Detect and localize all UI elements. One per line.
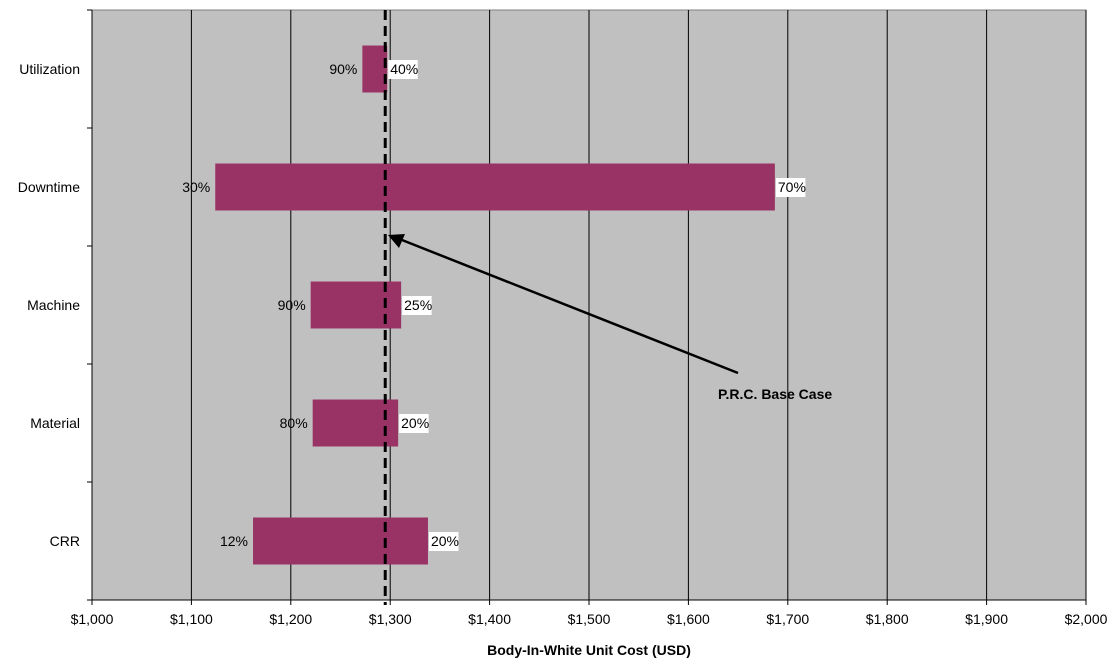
y-category-label: Downtime <box>18 179 80 195</box>
axes <box>87 9 1087 605</box>
bar-high-label-background <box>388 60 418 79</box>
y-category-label: Machine <box>27 297 80 313</box>
bar-high-label: 70% <box>778 179 806 195</box>
bar-low-label: 90% <box>329 61 357 77</box>
bar-utilization <box>362 45 388 93</box>
bar-high-label-background <box>428 532 459 551</box>
x-tick-label: $1,800 <box>866 611 909 627</box>
y-category-label: Utilization <box>19 61 80 77</box>
bar-high-label-background <box>402 296 432 315</box>
annotation-arrow-line <box>401 238 739 375</box>
x-tick-label: $1,100 <box>170 611 213 627</box>
bar-labels: 90% 40% 30% 70% 90% 25% 80% 20% 12% 20% <box>182 60 806 551</box>
bar-machine <box>310 281 402 329</box>
bar-low-label: 90% <box>278 297 306 313</box>
bar-high-label-background <box>399 414 429 433</box>
bar-high-label: 20% <box>431 533 459 549</box>
x-tick-label: $1,600 <box>667 611 710 627</box>
base-case-annotation: P.R.C. Base Case <box>383 10 832 605</box>
bar-low-label: 12% <box>220 533 248 549</box>
bars <box>215 45 775 565</box>
x-tick-label: $2,000 <box>1065 611 1108 627</box>
x-tick-label: $1,900 <box>965 611 1008 627</box>
x-axis-title: Body-In-White Unit Cost (USD) <box>487 642 691 658</box>
x-tick-label: $1,300 <box>369 611 412 627</box>
x-tick-label: $1,500 <box>568 611 611 627</box>
x-tick-label: $1,700 <box>766 611 809 627</box>
bar-high-label: 20% <box>401 415 429 431</box>
x-tick-label: $1,000 <box>71 611 114 627</box>
tick-labels: $1,000 $1,100 $1,200 $1,300 $1,400 $1,500 $1,6… <box>18 61 1108 627</box>
bar-downtime <box>215 163 775 211</box>
bar-high-label: 40% <box>390 61 418 77</box>
bar-material <box>312 399 399 447</box>
y-category-label: CRR <box>50 533 80 549</box>
x-tick-label: $1,400 <box>468 611 511 627</box>
bar-high-label: 25% <box>404 297 432 313</box>
y-category-label: Material <box>30 415 80 431</box>
bar-low-label: 30% <box>182 179 210 195</box>
bar-low-label: 80% <box>280 415 308 431</box>
annotation-label: P.R.C. Base Case <box>718 386 832 402</box>
bar-crr <box>253 517 428 565</box>
x-tick-label: $1,200 <box>269 611 312 627</box>
annotation-arrowhead-icon <box>388 234 405 248</box>
bar-high-label-background <box>775 178 806 197</box>
